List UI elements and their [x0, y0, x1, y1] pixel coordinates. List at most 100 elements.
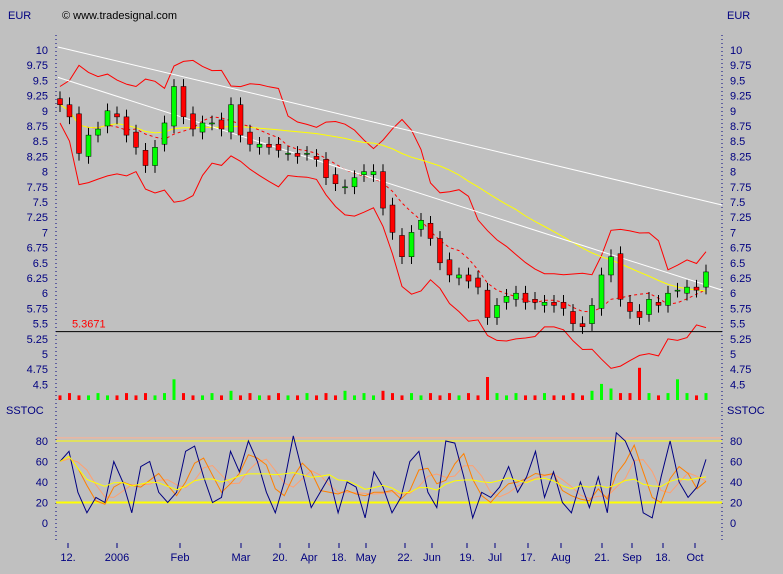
sstoc-tick-label-right: 40 [730, 477, 742, 489]
y-tick-label-left: 8.5 [33, 136, 48, 148]
volume-bar [229, 390, 233, 400]
x-tick-label: 18. [331, 552, 346, 564]
candle [237, 104, 244, 136]
candle [513, 292, 519, 300]
x-tick-label: Mar [232, 552, 251, 564]
y-tick-label-left: 9.75 [27, 60, 48, 72]
currency-label-left: EUR [8, 10, 32, 22]
x-tick-label: 19. [459, 552, 474, 564]
x-tick-label: Apr [300, 552, 317, 564]
volume-bar [628, 393, 632, 400]
candle [608, 256, 614, 276]
volume-bar [191, 395, 195, 400]
candle [361, 171, 367, 175]
candle [180, 86, 187, 118]
candle [209, 122, 215, 125]
volume-bar [590, 390, 594, 400]
volume-bar [201, 395, 204, 400]
sstoc-tick-label-right: 0 [730, 518, 736, 530]
sstoc-k-line [59, 431, 707, 520]
volume-bar [115, 395, 119, 400]
candle [541, 302, 548, 306]
y-tick-label-right: 6 [730, 288, 736, 300]
candle [693, 286, 700, 291]
candle [285, 153, 291, 155]
volume-bar [419, 395, 423, 400]
sstoc-tick-label-right: 60 [730, 457, 742, 469]
volume-bar [305, 393, 309, 400]
candle [427, 223, 434, 239]
candle [370, 171, 377, 175]
y-tick-label-right: 8.75 [730, 121, 751, 133]
candle [256, 143, 263, 148]
volume-bar [58, 395, 62, 400]
x-tick-label: Jun [423, 552, 441, 564]
volume-bar [619, 393, 622, 400]
y-tick-label-left: 5.75 [27, 303, 48, 315]
y-tick-label-left: 8 [42, 167, 48, 179]
candle [456, 274, 462, 279]
candle [199, 122, 206, 133]
y-tick-label-right: 10 [730, 45, 742, 57]
candle [313, 156, 320, 160]
y-tick-label-right: 5.25 [730, 334, 751, 346]
volume-bar [343, 390, 347, 400]
candle [380, 171, 386, 209]
volume-bar [372, 395, 375, 400]
volume-bar [362, 393, 366, 400]
candle [655, 302, 662, 306]
volume-bar [286, 395, 290, 400]
candle [85, 134, 92, 157]
y-tick-label-right: 5.5 [730, 319, 745, 331]
y-tick-label-right: 7 [730, 227, 736, 239]
y-tick-label-right: 7.75 [730, 182, 751, 194]
candle [323, 159, 329, 178]
upper-band [59, 59, 707, 276]
y-tick-label-right: 8.25 [730, 151, 751, 163]
volume-bar [134, 395, 138, 400]
candle [598, 274, 605, 309]
volume-bar [676, 379, 679, 400]
candle [76, 113, 82, 154]
volume-bar [315, 395, 318, 400]
y-tick-label-left: 8.75 [27, 121, 48, 133]
candle [465, 274, 472, 282]
candle [342, 186, 348, 189]
candle [560, 302, 567, 309]
x-tick-label: May [356, 552, 377, 564]
volume-bar [324, 393, 328, 400]
candle [665, 292, 671, 306]
y-tick-label-left: 9.5 [33, 75, 48, 87]
y-tick-label-right: 6.5 [730, 258, 745, 270]
candle [503, 295, 510, 303]
indicator-label-left: SSTOC [6, 405, 44, 417]
sstoc-tick-label-left: 80 [36, 436, 48, 448]
sstoc-d-line [59, 443, 707, 505]
x-tick-label: 18. [655, 552, 670, 564]
volume-bar [476, 395, 480, 400]
lower-band [59, 122, 707, 369]
volume-bar [77, 395, 81, 400]
y-tick-label-left: 8.25 [27, 151, 48, 163]
volume-bar [448, 393, 451, 400]
volume-bar [258, 395, 261, 400]
volume-bar [267, 395, 271, 400]
volume-bar [552, 395, 556, 400]
volume-bar [172, 379, 176, 400]
volume-bar [353, 395, 356, 400]
volume-bar [277, 393, 280, 400]
candle [228, 104, 234, 133]
candle [408, 232, 415, 257]
volume-bar [486, 377, 489, 400]
x-tick-label: 20. [272, 552, 287, 564]
volume-bar [334, 395, 337, 400]
y-tick-label-right: 8 [730, 167, 736, 179]
y-tick-label-left: 7.5 [33, 197, 48, 209]
candle [275, 143, 282, 151]
x-tick-label: Sep [622, 552, 642, 564]
sstoc-tick-label-right: 80 [730, 436, 742, 448]
x-tick-label: Aug [551, 552, 571, 564]
y-tick-label-right: 6.25 [730, 273, 751, 285]
